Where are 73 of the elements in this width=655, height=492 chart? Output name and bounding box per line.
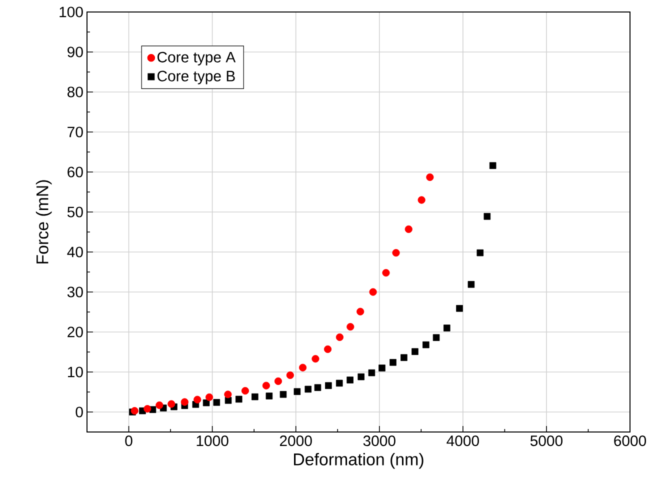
x-tick-label: 2000 [280,436,312,446]
point [194,396,202,404]
point [304,386,312,393]
point [202,399,210,406]
point [262,382,270,390]
point [484,213,491,220]
point [336,380,343,387]
x-tick-label: 6000 [614,436,646,446]
point [314,384,322,391]
point [274,377,282,385]
y-tick-label: 100 [60,6,83,18]
point [358,373,364,380]
point [324,345,332,353]
point [286,371,294,379]
point [369,288,377,296]
point [325,382,332,389]
x-tick-label: 4000 [446,436,479,446]
point [213,399,220,406]
y-tick-label: 60 [68,166,83,178]
point [252,393,258,400]
point [266,392,273,400]
x-tick-label: 0 [125,436,132,446]
point [444,324,450,332]
point [168,400,176,408]
x-tick-label: 1000 [196,436,228,446]
point [224,397,232,404]
point [312,355,320,363]
point [224,390,232,398]
point [336,333,344,341]
y-tick-label: 80 [68,86,83,98]
y-axis-title: Force (mN) [36,180,52,264]
point [235,396,242,403]
point [206,393,214,401]
y-tick-label: 40 [67,246,83,258]
point [356,308,364,316]
y-tick-label: 50 [67,206,83,218]
point [412,348,418,355]
point [241,387,250,395]
y-tick-label: 30 [67,286,83,298]
y-tick-label: 20 [68,326,83,338]
point [378,364,386,372]
x-axis-title: Deformation (nm) [294,452,424,469]
y-tick-label: 10 [68,366,83,378]
point [368,369,376,376]
point [382,269,390,277]
point [180,398,188,406]
y-tick-label: 0 [76,406,83,418]
point [426,173,434,181]
point [422,341,430,348]
point [400,354,408,361]
y-tick-label: 90 [68,46,83,58]
x-tick-label: 3000 [363,436,396,446]
point [476,249,484,256]
point [156,401,164,409]
point [392,249,400,257]
point [456,305,463,312]
point [280,391,287,398]
point [298,364,307,372]
point [294,388,301,395]
legend-label: Core type B [158,70,235,84]
point [432,334,440,341]
point [468,281,475,288]
point [130,407,138,415]
point [489,162,496,169]
point [390,359,396,366]
point [346,376,354,384]
point [404,225,412,233]
point [418,196,426,204]
y-tick-label: 70 [68,126,83,138]
point [346,323,354,331]
point [144,405,152,413]
legend-label: Core type A [158,52,236,66]
x-tick-label: 5000 [530,436,562,446]
